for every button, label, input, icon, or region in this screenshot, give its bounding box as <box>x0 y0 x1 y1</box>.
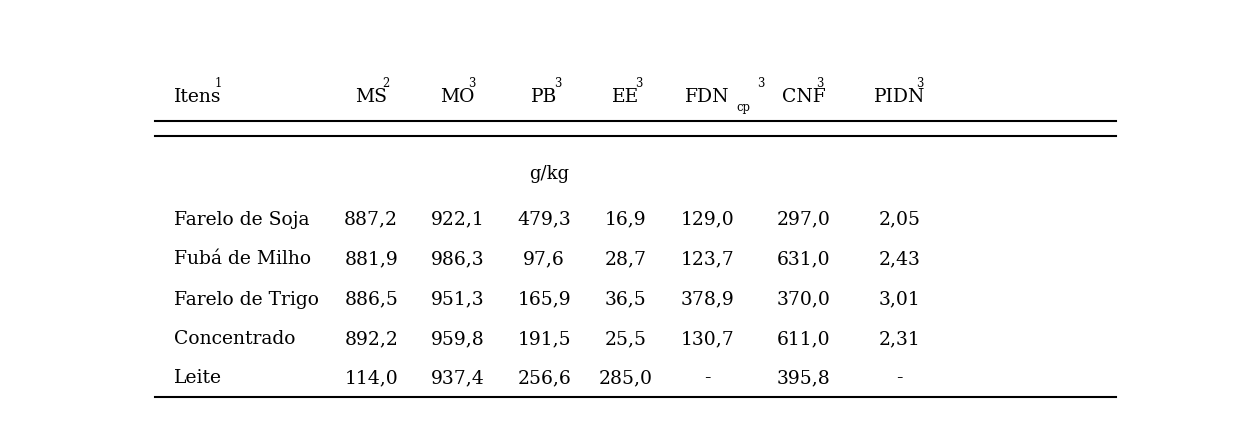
Text: 881,9: 881,9 <box>345 250 398 268</box>
Text: Fubá de Milho: Fubá de Milho <box>174 250 311 268</box>
Text: 28,7: 28,7 <box>605 250 647 268</box>
Text: 297,0: 297,0 <box>776 211 831 229</box>
Text: 611,0: 611,0 <box>777 330 831 348</box>
Text: 3,01: 3,01 <box>879 291 920 309</box>
Text: 631,0: 631,0 <box>777 250 831 268</box>
Text: 2,43: 2,43 <box>879 250 921 268</box>
Text: 130,7: 130,7 <box>681 330 734 348</box>
Text: 285,0: 285,0 <box>599 369 653 387</box>
Text: PIDN: PIDN <box>874 88 925 106</box>
Text: 951,3: 951,3 <box>432 291 485 309</box>
Text: Farelo de Trigo: Farelo de Trigo <box>174 291 319 309</box>
Text: 3: 3 <box>554 77 562 90</box>
Text: Leite: Leite <box>174 369 222 387</box>
Text: 25,5: 25,5 <box>605 330 647 348</box>
Text: 986,3: 986,3 <box>432 250 485 268</box>
Text: EE: EE <box>613 88 640 106</box>
Text: 959,8: 959,8 <box>430 330 485 348</box>
Text: 3: 3 <box>469 77 476 90</box>
Text: 165,9: 165,9 <box>517 291 570 309</box>
Text: MS: MS <box>355 88 387 106</box>
Text: MO: MO <box>440 88 475 106</box>
Text: PB: PB <box>531 88 557 106</box>
Text: 123,7: 123,7 <box>681 250 734 268</box>
Text: 191,5: 191,5 <box>517 330 570 348</box>
Text: 2: 2 <box>382 77 389 90</box>
Text: 256,6: 256,6 <box>517 369 572 387</box>
Text: 395,8: 395,8 <box>776 369 831 387</box>
Text: 2,05: 2,05 <box>879 211 921 229</box>
Text: Itens: Itens <box>174 88 222 106</box>
Text: 3: 3 <box>816 77 823 90</box>
Text: 3: 3 <box>758 77 765 90</box>
Text: -: - <box>704 369 711 387</box>
Text: 937,4: 937,4 <box>430 369 485 387</box>
Text: 129,0: 129,0 <box>681 211 734 229</box>
Text: Farelo de Soja: Farelo de Soja <box>174 211 310 229</box>
Text: 479,3: 479,3 <box>517 211 572 229</box>
Text: 1: 1 <box>215 77 222 90</box>
Text: 370,0: 370,0 <box>776 291 831 309</box>
Text: 3: 3 <box>635 77 642 90</box>
Text: 886,5: 886,5 <box>345 291 398 309</box>
Text: 378,9: 378,9 <box>681 291 734 309</box>
Text: 3: 3 <box>916 77 924 90</box>
Text: 922,1: 922,1 <box>430 211 485 229</box>
Text: Concentrado: Concentrado <box>174 330 295 348</box>
Text: 887,2: 887,2 <box>345 211 398 229</box>
Text: -: - <box>897 369 903 387</box>
Text: CNF: CNF <box>781 88 826 106</box>
Text: FDN: FDN <box>686 88 730 106</box>
Text: cp: cp <box>737 101 750 114</box>
Text: 36,5: 36,5 <box>605 291 647 309</box>
Text: g/kg: g/kg <box>529 165 569 183</box>
Text: 114,0: 114,0 <box>345 369 398 387</box>
Text: 2,31: 2,31 <box>879 330 920 348</box>
Text: 892,2: 892,2 <box>345 330 398 348</box>
Text: 97,6: 97,6 <box>523 250 565 268</box>
Text: 16,9: 16,9 <box>605 211 647 229</box>
